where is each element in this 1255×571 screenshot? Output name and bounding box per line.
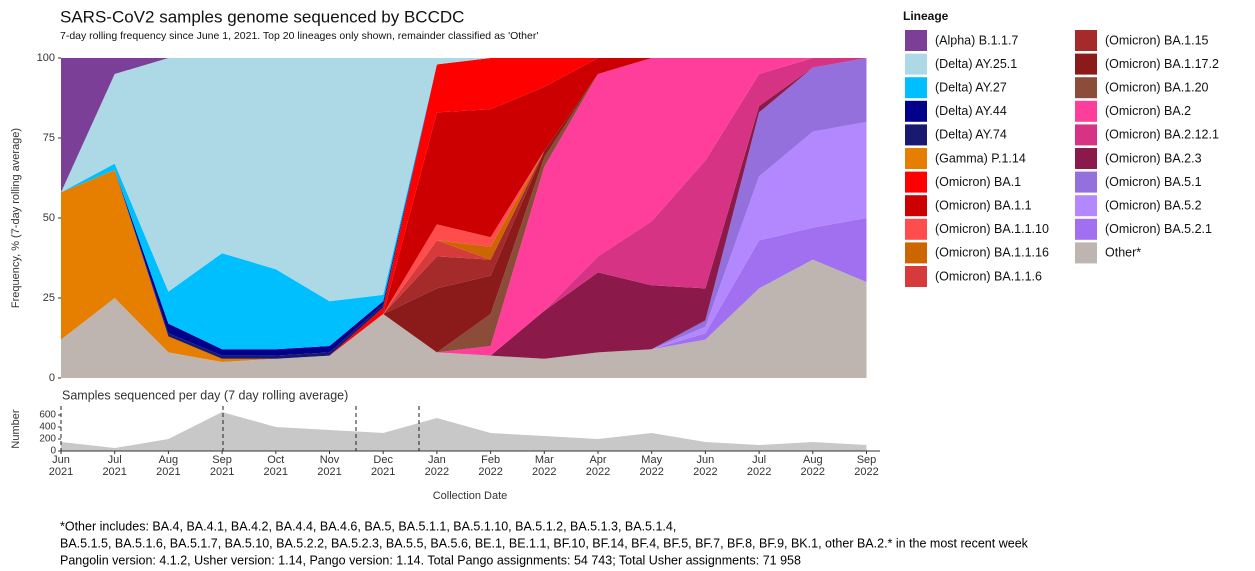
- x-tick-label: Jul 2021: [102, 454, 127, 478]
- x-tick-label: Sep 2021: [209, 454, 235, 478]
- legend-label: (Alpha) B.1.1.7: [935, 33, 1018, 47]
- legend-swatch: [1075, 53, 1097, 75]
- legend-label: (Omicron) BA.1.15: [1105, 33, 1209, 47]
- x-tick-label: Nov 2021: [317, 454, 342, 478]
- x-tick-label: Jul 2022: [746, 454, 772, 478]
- x-tick-label: Mar 2022: [532, 454, 557, 478]
- y-tick-label: 200: [39, 434, 56, 445]
- legend-label: Other*: [1105, 246, 1141, 260]
- legend-swatch: [1075, 124, 1097, 146]
- footnote: Pangolin version: 4.1.2, Usher version: …: [60, 553, 801, 567]
- plot-area: 0 25 50 75 100 (Alpha) B.1.1.7 (Delta) AY.25.1…: [37, 30, 1219, 384]
- legend-swatch: [1075, 30, 1097, 51]
- legend-label: (Omicron) BA.5.2.1: [1105, 222, 1212, 236]
- legend-swatch: [1075, 171, 1097, 193]
- x-tick-label: Aug 2021: [156, 454, 181, 478]
- legend-swatch: [905, 242, 927, 264]
- legend-swatch: [905, 30, 927, 51]
- area: [61, 58, 867, 362]
- y-tick-label: 75: [43, 132, 55, 144]
- legend-label: (Omicron) BA.2.3: [1105, 151, 1202, 165]
- x-tick-label: Aug 2022: [800, 454, 826, 478]
- chart-title: SARS-CoV2 samples genome sequenced by BC…: [60, 7, 464, 26]
- x-tick-label: Jun 2021: [48, 454, 74, 478]
- legend-swatch: [905, 171, 927, 193]
- legend-title: Lineage: [903, 9, 949, 23]
- y-axis-label: Number: [10, 409, 22, 448]
- footnote: *Other includes: BA.4, BA.4.1, BA.4.2, B…: [60, 519, 676, 533]
- reference-lines: [60, 406, 420, 451]
- y-tick-label: 25: [43, 292, 55, 304]
- legend-swatch: [1075, 195, 1097, 217]
- y-tick-label: 0: [50, 446, 56, 457]
- x-tick-label: May 2022: [639, 454, 664, 478]
- x-tick-label: Dec 2021: [370, 454, 396, 478]
- y-tick-label: 100: [37, 52, 55, 64]
- legend-label: (Omicron) BA.1.1.6: [935, 269, 1042, 283]
- legend-swatch: [1075, 242, 1097, 264]
- y-tick-label: 600: [39, 410, 56, 421]
- y-axis-label: Frequency, % (7-day rolling average): [10, 128, 22, 308]
- x-tick-label: Sep 2022: [854, 454, 879, 478]
- legend-label: (Gamma) P.1.14: [935, 151, 1026, 165]
- x-tick-label: Feb 2022: [478, 454, 503, 478]
- legend-swatch: [905, 100, 927, 122]
- legend-label: (Omicron) BA.1.1.10: [935, 222, 1049, 236]
- area: [61, 259, 867, 378]
- legend-swatch: [905, 53, 927, 75]
- legend-label: (Omicron) BA.5.1: [1105, 175, 1202, 189]
- legend-label: (Delta) AY.25.1: [935, 57, 1017, 71]
- y-tick-label: 0: [49, 372, 55, 384]
- legend-swatch: [1075, 77, 1097, 99]
- legend-label: (Omicron) BA.1.17.2: [1105, 57, 1219, 71]
- legend-swatch: [905, 195, 927, 217]
- legend-label: (Omicron) BA.1.1: [935, 198, 1032, 212]
- legend-label: (Omicron) BA.2: [1105, 104, 1191, 118]
- legend-swatch: [1075, 148, 1097, 169]
- legend-label: (Omicron) BA.1.20: [1105, 80, 1209, 94]
- legend-label: (Delta) AY.74: [935, 128, 1007, 142]
- legend-label: (Omicron) BA.5.2: [1105, 198, 1202, 212]
- y-tick-label: 50: [43, 212, 55, 224]
- legend-label: (Omicron) BA.1: [935, 175, 1021, 189]
- legend-swatch: [905, 148, 927, 169]
- area: [61, 58, 867, 302]
- area: [61, 58, 867, 362]
- legend-label: (Omicron) BA.1.1.16: [935, 246, 1049, 260]
- legend-swatch: [905, 77, 927, 99]
- x-tick-label: Apr 2022: [585, 454, 611, 478]
- legend-label: (Omicron) BA.2.12.1: [1105, 128, 1219, 142]
- area: [61, 412, 867, 451]
- legend-swatch: [905, 218, 927, 240]
- area: [61, 58, 867, 362]
- legend-label: (Delta) AY.27: [935, 80, 1007, 94]
- legend-label: (Delta) AY.44: [935, 104, 1007, 118]
- area: [61, 58, 867, 350]
- y-tick-label: 400: [39, 422, 56, 433]
- x-tick-label: Jan 2022: [424, 454, 450, 478]
- legend-swatch: [1075, 100, 1097, 122]
- area: [61, 58, 867, 362]
- footnote: BA.5.1.5, BA.5.1.6, BA.5.1.7, BA.5.10, B…: [60, 536, 1029, 550]
- area: [61, 58, 867, 362]
- legend-swatch: [905, 266, 927, 287]
- x-axis-label: Collection Date: [433, 490, 508, 502]
- chart-subtitle: 7-day rolling frequency since June 1, 20…: [60, 30, 538, 42]
- panel-title: Samples sequenced per day (7 day rolling…: [62, 388, 348, 402]
- x-tick-label: Jun 2022: [693, 454, 718, 478]
- x-tick-label: Oct 2021: [263, 454, 289, 478]
- legend-swatch: [1075, 218, 1097, 240]
- legend-swatch: [905, 124, 927, 146]
